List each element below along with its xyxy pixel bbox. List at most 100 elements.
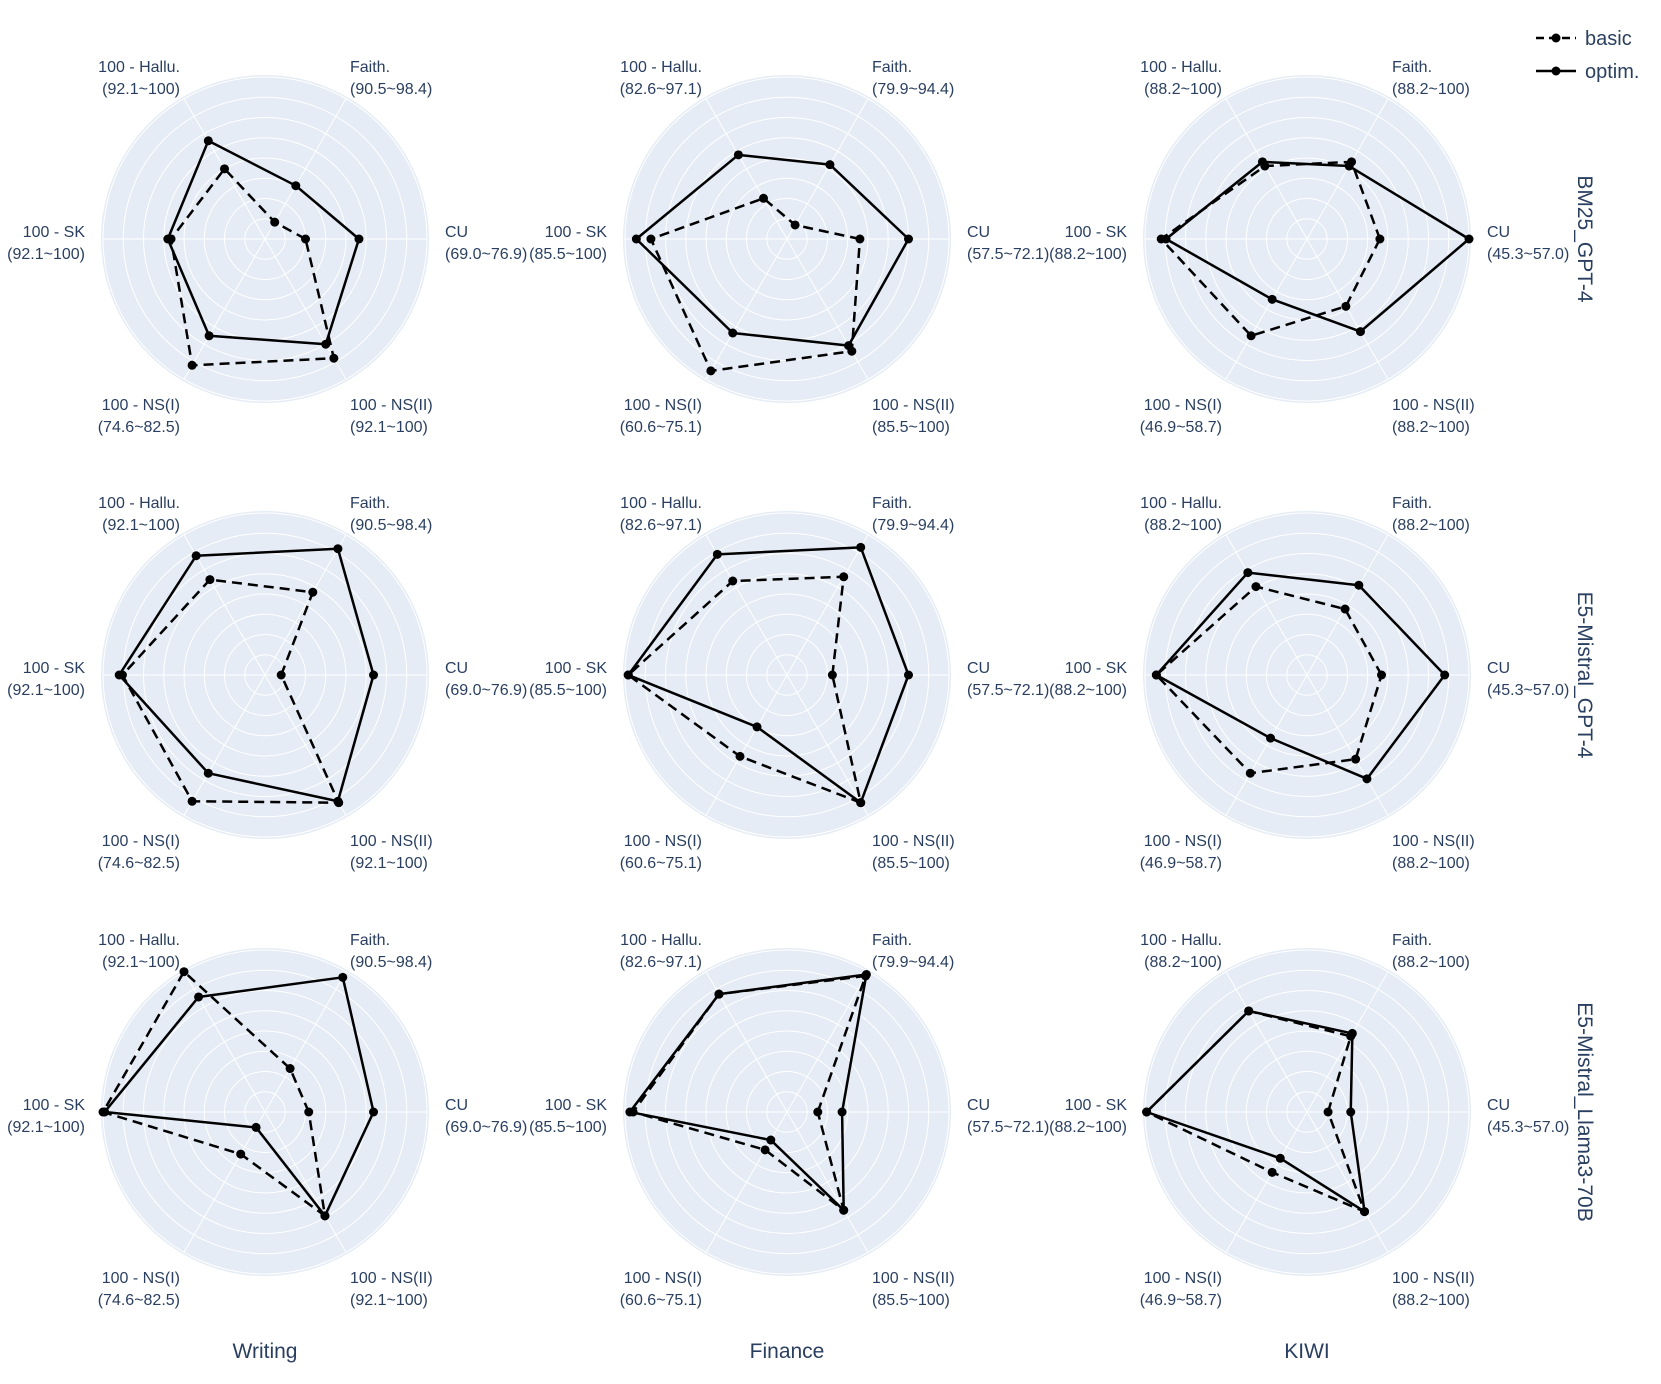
data-point-basic bbox=[285, 1064, 295, 1074]
data-point-basic bbox=[308, 587, 318, 597]
data-point-basic bbox=[790, 220, 800, 230]
data-point-optim bbox=[1362, 774, 1372, 784]
data-point-optim bbox=[856, 542, 866, 552]
data-point-optim bbox=[1355, 327, 1365, 337]
axis-range-label: (85.5~100) bbox=[872, 419, 950, 436]
data-point-basic bbox=[839, 572, 849, 582]
axis-range-label: (45.3~57.0) bbox=[1487, 682, 1569, 699]
axis-range-label: (85.5~100) bbox=[872, 1292, 950, 1309]
data-point-optim bbox=[1142, 1107, 1152, 1117]
grid-spoke bbox=[705, 238, 788, 380]
data-point-optim bbox=[625, 1107, 635, 1117]
data-point-optim bbox=[904, 234, 913, 244]
data-point-basic bbox=[220, 164, 229, 174]
axis-range-label: (45.3~57.0) bbox=[1487, 246, 1569, 263]
axis-label: Faith. bbox=[872, 59, 912, 76]
axis-range-label: (85.5~100) bbox=[872, 855, 950, 872]
axis-range-label: (69.0~76.9) bbox=[445, 1119, 527, 1136]
data-point-optim bbox=[321, 339, 331, 349]
data-point-basic bbox=[759, 193, 769, 203]
axis-label: CU bbox=[967, 1097, 990, 1114]
axis-range-label: (82.6~97.1) bbox=[620, 81, 702, 98]
data-point-optim bbox=[204, 331, 214, 341]
data-point-optim bbox=[1464, 234, 1474, 244]
column-title: Writing bbox=[233, 1340, 298, 1363]
axis-range-label: (92.1~100) bbox=[7, 1119, 85, 1136]
data-point-optim bbox=[1161, 234, 1171, 244]
data-point-basic bbox=[855, 234, 865, 244]
axis-range-label: (57.5~72.1) bbox=[967, 682, 1049, 699]
axis-label: Faith. bbox=[1392, 932, 1432, 949]
grid-spoke bbox=[1225, 674, 1308, 816]
grid-spoke bbox=[1225, 534, 1308, 676]
radar-panel: CU (45.3~57.0) Faith. (88.2~100) 100 - Hallu… bbox=[1049, 932, 1569, 1309]
axis-label: 100 - SK bbox=[23, 224, 86, 241]
axis-label: Faith. bbox=[350, 59, 390, 76]
axis-label: 100 - NS(I) bbox=[624, 1270, 702, 1287]
data-point-optim bbox=[1347, 1028, 1357, 1038]
axis-range-label: (90.5~98.4) bbox=[350, 81, 432, 98]
data-point-basic bbox=[187, 796, 197, 806]
data-point-optim bbox=[1267, 294, 1277, 304]
grid-spoke bbox=[786, 971, 869, 1113]
data-point-optim bbox=[712, 549, 722, 559]
data-point-basic bbox=[728, 576, 738, 586]
axis-range-label: (57.5~72.1) bbox=[967, 246, 1049, 263]
data-point-basic bbox=[179, 967, 189, 977]
grid-spoke bbox=[786, 534, 869, 676]
data-point-optim bbox=[904, 670, 913, 680]
data-point-optim bbox=[320, 1211, 330, 1221]
data-point-basic bbox=[187, 360, 197, 370]
radar-panel: CU (45.3~57.0) Faith. (88.2~100) 100 - Hallu… bbox=[1049, 59, 1569, 436]
axis-label: CU bbox=[445, 224, 468, 241]
axis-label: 100 - NS(I) bbox=[102, 1270, 180, 1287]
axis-label: 100 - SK bbox=[1065, 1097, 1128, 1114]
data-point-basic bbox=[1245, 768, 1255, 778]
grid-spoke bbox=[1306, 674, 1389, 816]
axis-range-label: (88.2~100) bbox=[1392, 954, 1470, 971]
data-point-optim bbox=[861, 970, 871, 980]
axis-range-label: (88.2~100) bbox=[1144, 954, 1222, 971]
data-point-basic bbox=[1341, 301, 1351, 311]
axis-range-label: (69.0~76.9) bbox=[445, 682, 527, 699]
data-point-basic bbox=[329, 353, 339, 363]
axis-range-label: (92.1~100) bbox=[102, 954, 180, 971]
axis-label: CU bbox=[1487, 224, 1510, 241]
axis-label: 100 - NS(II) bbox=[1392, 1270, 1475, 1287]
axis-label: CU bbox=[445, 1097, 468, 1114]
data-point-optim bbox=[100, 1107, 110, 1117]
grid-spoke bbox=[705, 674, 788, 816]
data-point-basic bbox=[1340, 604, 1350, 614]
axis-range-label: (88.2~100) bbox=[1049, 1119, 1127, 1136]
legend: basic optim. bbox=[1536, 28, 1639, 83]
grid-spoke bbox=[264, 971, 347, 1113]
legend-label: basic bbox=[1585, 28, 1632, 50]
data-point-basic bbox=[270, 217, 280, 227]
axis-range-label: (88.2~100) bbox=[1049, 682, 1127, 699]
data-point-optim bbox=[825, 160, 835, 170]
grid-spoke bbox=[1306, 1111, 1389, 1253]
grid-spoke bbox=[786, 674, 869, 816]
axis-range-label: (45.3~57.0) bbox=[1487, 1119, 1569, 1136]
data-point-optim bbox=[1244, 1006, 1254, 1016]
axis-label: Faith. bbox=[872, 932, 912, 949]
axis-label: Faith. bbox=[350, 932, 390, 949]
axis-range-label: (92.1~100) bbox=[7, 682, 85, 699]
grid-spoke bbox=[786, 98, 869, 240]
axis-label: 100 - SK bbox=[1065, 224, 1128, 241]
axis-label: 100 - Hallu. bbox=[98, 495, 180, 512]
column-title: Finance bbox=[750, 1340, 825, 1363]
data-point-optim bbox=[1440, 670, 1450, 680]
axis-range-label: (85.5~100) bbox=[529, 246, 607, 263]
axis-range-label: (88.2~100) bbox=[1392, 1292, 1470, 1309]
radar-panel: CU (69.0~76.9) Faith. (90.5~98.4) 100 - Hall… bbox=[7, 59, 527, 436]
data-point-basic bbox=[304, 1107, 314, 1117]
data-point-optim bbox=[163, 234, 173, 244]
axis-label: 100 - NS(I) bbox=[1144, 833, 1222, 850]
axis-range-label: (92.1~100) bbox=[350, 1292, 428, 1309]
data-point-optim bbox=[623, 670, 633, 680]
axis-range-label: (74.6~82.5) bbox=[98, 1292, 180, 1309]
axis-label: 100 - NS(I) bbox=[102, 397, 180, 414]
data-point-optim bbox=[369, 1107, 379, 1117]
data-point-basic bbox=[276, 670, 286, 680]
